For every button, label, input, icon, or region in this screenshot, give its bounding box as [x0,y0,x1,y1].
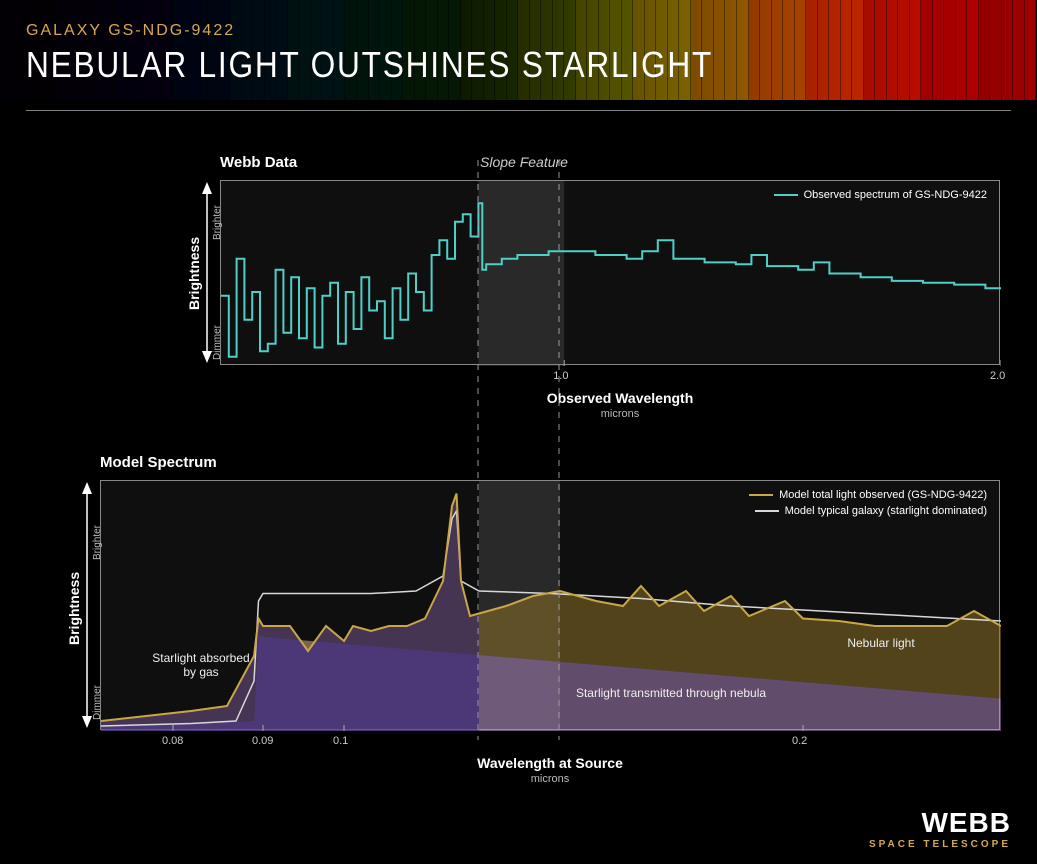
header-rule [26,110,1011,111]
x-tick: 0.1 [333,735,348,747]
bottom-x-label: Wavelength at Source [450,755,650,771]
bottom-y-label: Brightness [66,572,82,645]
page-title: NEBULAR LIGHT OUTSHINES STARLIGHT [26,44,713,86]
slope-dashed-lines [100,160,1000,740]
webb-logo: WEBB SPACE TELESCOPE [869,807,1011,850]
bottom-y-dimmer: Dimmer [92,685,103,720]
x-tick: 0.09 [252,735,273,747]
x-tick: 0.2 [792,735,807,747]
model-spectrum-chart: Model Spectrum Model total light observe… [100,460,1000,790]
logo-main: WEBB [869,807,1011,839]
bottom-x-sublabel: microns [450,773,650,785]
bottom-y-brighter: Brighter [92,525,103,560]
x-tick: 0.08 [162,735,183,747]
logo-sub: SPACE TELESCOPE [869,839,1011,850]
galaxy-subtitle: GALAXY GS-NDG-9422 [26,22,235,40]
